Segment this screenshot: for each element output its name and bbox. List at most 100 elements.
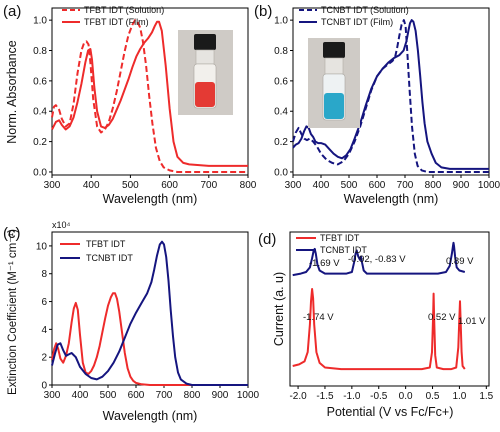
- x-tick-label: 300: [285, 180, 302, 191]
- y-tick-label: 0: [41, 381, 47, 392]
- legend-label-a-film: TFBT IDT (Film): [84, 17, 149, 27]
- annot-red-3: 1.01 V: [458, 316, 486, 327]
- panel-c: (c) x10⁴ 300 400 500 600 700 800 900 1000 0 2 4 6 8…: [3, 220, 260, 423]
- x-tick-label: 300: [44, 180, 61, 191]
- panel-b-frame: [292, 7, 490, 176]
- y-tick-label: 0.6: [274, 76, 288, 87]
- x-tick-label: 800: [240, 180, 257, 191]
- annot-navy-1: -1.69 V: [309, 258, 340, 269]
- legend-label-c-tfbt: TFBT IDT: [86, 239, 126, 249]
- panel-a-ylabel: Norm. Absorbance: [5, 40, 19, 144]
- x-tick-label: 600: [161, 180, 178, 191]
- panel-b-legend: TCNBT IDT (Solution) TCNBT IDT (Film): [299, 5, 409, 27]
- y-tick-label: 2: [41, 353, 47, 364]
- y-tick-label: 10: [36, 241, 48, 252]
- y-tick-label: 6: [41, 297, 47, 308]
- panel-b-xlabel: Wavelength (nm): [344, 192, 439, 206]
- y-tick-label: 0.8: [33, 46, 47, 57]
- panel-d-frame: [289, 231, 490, 387]
- x-tick-label: -0.5: [370, 391, 388, 402]
- y-tick-label: 0.0: [274, 167, 288, 178]
- x-tick-label: 700: [397, 180, 414, 191]
- x-tick-label: 1.0: [452, 391, 466, 402]
- panel-b-label: (b): [254, 3, 272, 20]
- legend-label-c-tcnbt: TCNBT IDT: [86, 253, 133, 263]
- series-line-b-1: [292, 19, 489, 170]
- series-line-a-0: [51, 19, 248, 173]
- panel-d-legend: TFBT IDT TCNBT IDT: [296, 233, 367, 255]
- series-line-c-1: [51, 240, 248, 386]
- x-tick-label: 1000: [237, 390, 260, 401]
- x-tick-label: 700: [200, 180, 217, 191]
- y-tick-label: 0.4: [33, 107, 47, 118]
- x-tick-label: 0.5: [426, 391, 440, 402]
- x-tick-label: -1.0: [343, 391, 361, 402]
- vial-blue-image: [308, 38, 360, 128]
- series-line-d-0: [292, 288, 466, 371]
- panel-c-frame: [51, 231, 249, 386]
- y-tick-label: 8: [41, 269, 47, 280]
- panel-a-label: (a): [3, 3, 21, 20]
- annot-red-1: -1.74 V: [303, 312, 334, 323]
- x-tick-label: 900: [453, 180, 470, 191]
- panel-d-annotations: -1.69 V -0.92, -0.83 V 0.89 V -1.74 V 0.…: [303, 254, 486, 327]
- x-tick-label: 1000: [478, 180, 500, 191]
- x-tick-label: 600: [369, 180, 386, 191]
- legend-label-a-solution: TFBT IDT (Solution): [84, 5, 164, 15]
- annot-red-2: 0.52 V: [428, 312, 456, 323]
- panel-d-ylabel: Current (a. u): [272, 272, 286, 346]
- x-tick-label: 1.5: [479, 391, 493, 402]
- panel-c-legend: TFBT IDT TCNBT IDT: [60, 239, 133, 263]
- y-tick-label: 0.6: [33, 76, 47, 87]
- x-tick-label: 800: [184, 390, 201, 401]
- panel-c-ylabel: Extinction Coefficient (M⁻¹ cm⁻¹): [7, 229, 19, 395]
- panel-a-frame: [51, 7, 249, 176]
- y-tick-label: 0.4: [274, 107, 288, 118]
- panel-a: (a) 300 400 500 600 700 800 0.0 0.2 0.4 0.6 0.8 1.…: [3, 3, 257, 206]
- y-tick-label: 0.2: [274, 137, 288, 148]
- panel-a-xticks: 300 400 500 600 700 800: [44, 175, 257, 191]
- annot-navy-3: 0.89 V: [446, 256, 474, 267]
- panel-d-xticks: -2.0 -1.5 -1.0 -0.5 0.0 0.5 1.0 1.5: [289, 386, 494, 402]
- x-tick-label: -1.5: [316, 391, 334, 402]
- annot-navy-2: -0.92, -0.83 V: [348, 254, 406, 265]
- panel-a-xlabel: Wavelength (nm): [103, 192, 198, 206]
- y-tick-label: 0.0: [33, 167, 47, 178]
- x-tick-label: 400: [83, 180, 100, 191]
- x-tick-label: 600: [128, 390, 145, 401]
- panel-a-yticks: 0.0 0.2 0.4 0.6 0.8 1.0: [33, 16, 52, 178]
- panel-c-multiplier: x10⁴: [52, 220, 71, 230]
- panel-d-xlabel: Potential (V vs Fc/Fc+): [327, 405, 454, 419]
- y-tick-label: 4: [41, 325, 47, 336]
- x-tick-label: 0.0: [399, 391, 413, 402]
- panel-b-series: [292, 19, 489, 173]
- x-tick-label: 500: [100, 390, 117, 401]
- panel-c-series: [51, 240, 248, 386]
- panel-b: (b) 300 400 500 600 700 800 900 1000 0.00.20.40…: [254, 3, 500, 206]
- x-tick-label: -2.0: [289, 391, 307, 402]
- panel-d: (d) -2.0 -1.5 -1.0 -0.5 0.0 0.5 1.0 1.5 Potenti…: [258, 231, 494, 419]
- x-tick-label: 700: [156, 390, 173, 401]
- legend-label-d-tcnbt: TCNBT IDT: [320, 245, 367, 255]
- series-line-c-0: [51, 292, 248, 386]
- x-tick-label: 300: [44, 390, 61, 401]
- x-tick-label: 900: [212, 390, 229, 401]
- panel-c-xticks: 300 400 500 600 700 800 900 1000: [44, 385, 260, 401]
- series-line-a-1: [51, 20, 248, 167]
- panel-c-label: (c): [3, 225, 21, 242]
- panel-b-xticks: 300 400 500 600 700 800 900 1000: [285, 175, 500, 191]
- y-tick-label: 1.0: [33, 16, 47, 27]
- x-tick-label: 500: [122, 180, 139, 191]
- legend-label-b-film: TCNBT IDT (Film): [321, 17, 393, 27]
- y-tick-label: 0.8: [274, 46, 288, 57]
- x-tick-label: 400: [72, 390, 89, 401]
- panel-c-xlabel: Wavelength (nm): [103, 409, 198, 423]
- x-tick-label: 500: [341, 180, 358, 191]
- vial-red-image: [178, 30, 233, 115]
- x-tick-label: 400: [313, 180, 330, 191]
- legend-label-b-solution: TCNBT IDT (Solution): [321, 5, 409, 15]
- panel-a-legend: TFBT IDT (Solution) TFBT IDT (Film): [62, 5, 164, 27]
- panel-b-yticks: 0.0 0.2 0.4 0.6 0.8 1.0: [274, 16, 293, 178]
- y-tick-label: 1.0: [274, 16, 288, 27]
- y-tick-label: 0.2: [33, 137, 47, 148]
